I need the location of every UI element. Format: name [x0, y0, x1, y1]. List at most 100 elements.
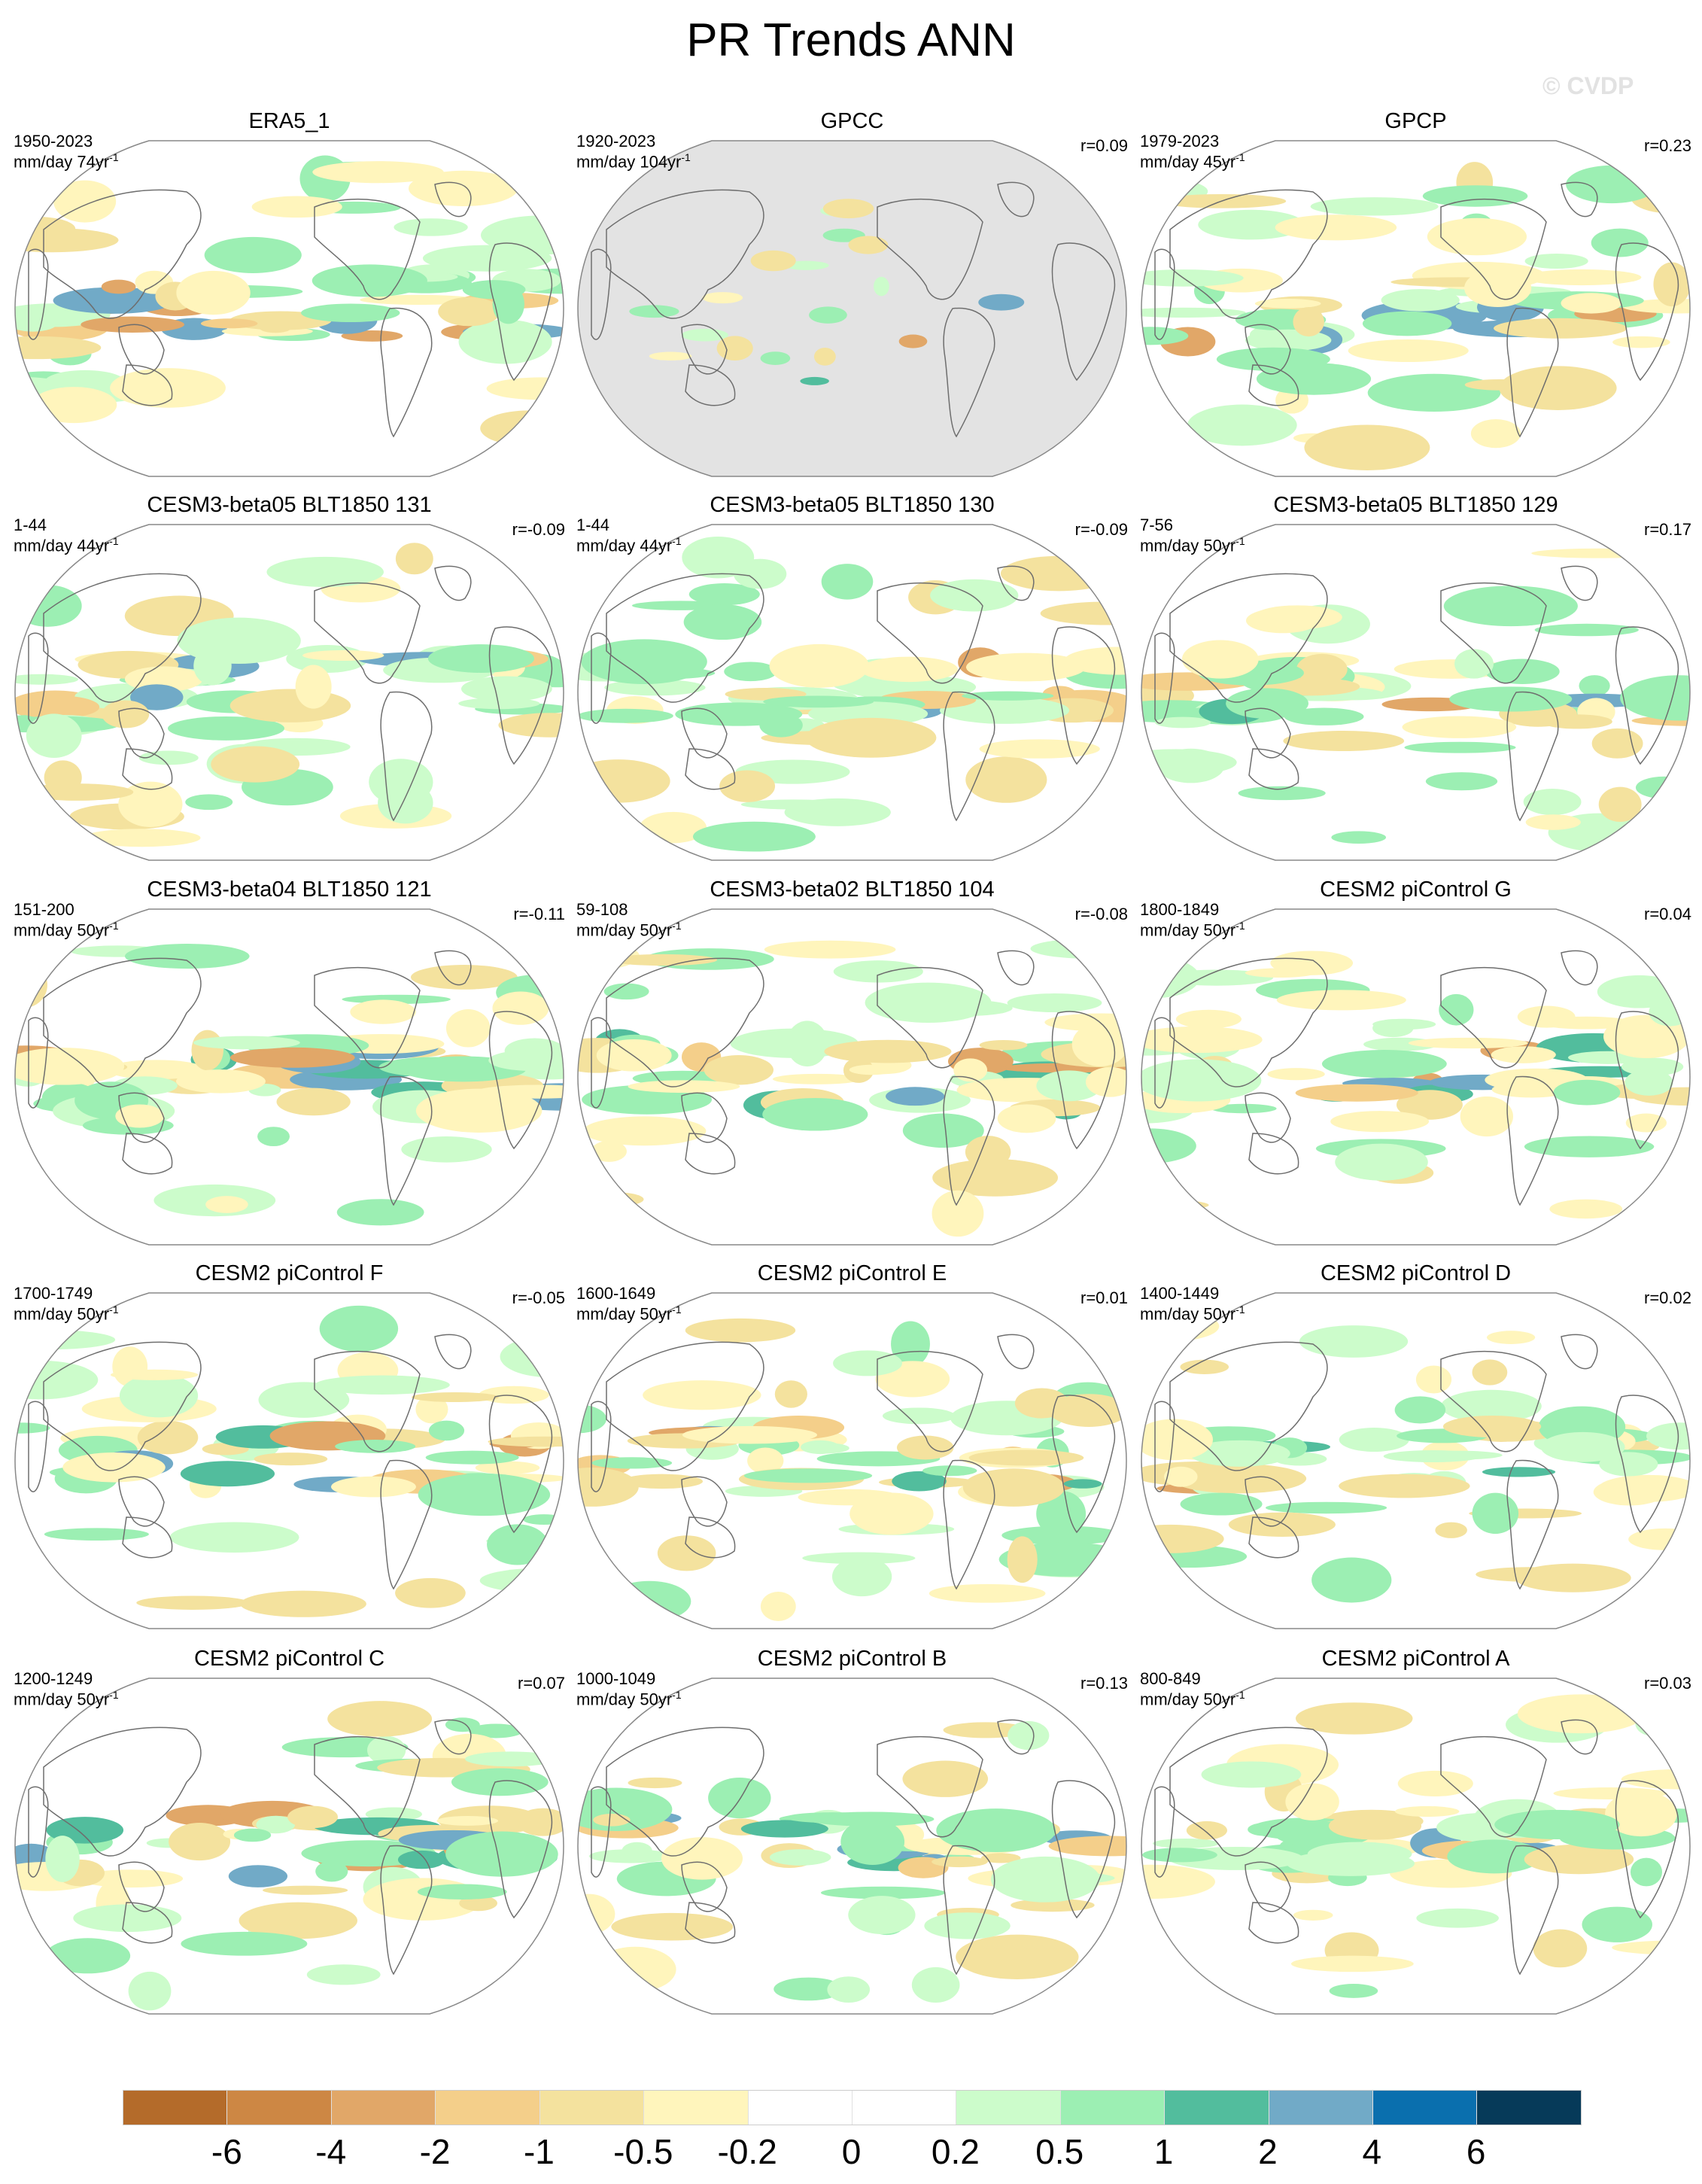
- negative-trend-region: [1328, 1811, 1422, 1840]
- positive-trend-region: [1635, 776, 1690, 799]
- positive-trend-region: [15, 1422, 50, 1434]
- positive-trend-region: [886, 1087, 945, 1106]
- positive-trend-region: [1299, 1325, 1409, 1358]
- coastline: [1169, 1726, 1328, 1857]
- positive-trend-region: [460, 676, 552, 702]
- negative-trend-region: [929, 1583, 1046, 1603]
- negative-trend-region: [83, 829, 201, 847]
- positive-trend-region: [228, 1865, 288, 1887]
- panel-period: 1979-2023: [1140, 132, 1220, 151]
- positive-trend-region: [1649, 998, 1690, 1027]
- negative-trend-region: [750, 250, 796, 272]
- panel-units: mm/day 50yr-1: [576, 1689, 682, 1709]
- coastline: [997, 950, 1035, 986]
- negative-trend-region: [295, 665, 332, 709]
- negative-trend-region: [611, 1912, 734, 1941]
- pattern-correlation: r=0.02: [1644, 1288, 1691, 1307]
- negative-trend-region: [1171, 1464, 1307, 1494]
- negative-trend-region: [1267, 1068, 1325, 1081]
- coastline: [1248, 1902, 1299, 1944]
- negative-trend-region: [1254, 299, 1321, 309]
- coastline: [118, 1861, 165, 1912]
- positive-trend-region: [1472, 1492, 1519, 1535]
- negative-trend-region: [953, 1058, 988, 1082]
- coastline: [1245, 324, 1291, 375]
- pattern-correlation: r=0.03: [1644, 1674, 1691, 1693]
- positive-trend-region: [425, 1450, 519, 1465]
- coastline: [606, 189, 764, 319]
- positive-trend-region: [1307, 1842, 1412, 1866]
- coastline: [1615, 1780, 1679, 1919]
- positive-trend-region: [1443, 586, 1578, 627]
- negative-trend-region: [239, 1902, 358, 1939]
- coastline: [1561, 1334, 1598, 1370]
- negative-trend-region: [962, 1468, 1065, 1507]
- negative-trend-region: [1082, 1839, 1126, 1851]
- negative-trend-region: [1293, 306, 1324, 337]
- coastline: [1154, 1017, 1175, 1109]
- coastline: [488, 1780, 553, 1919]
- coastline: [591, 632, 612, 724]
- coastline: [681, 324, 728, 375]
- colorbar-tick-label: 2: [1258, 2132, 1278, 2171]
- panel-title: CESM3-beta05 BLT1850 131: [147, 493, 432, 517]
- pattern-correlation: r=0.17: [1644, 520, 1691, 539]
- positive-trend-region: [773, 1977, 843, 2001]
- map-panel: GPCP 1979-2023 mm/day 45yr-1 r=0.23: [1140, 109, 1691, 485]
- units-exponent: -1: [1235, 1689, 1245, 1701]
- negative-trend-region: [1427, 217, 1527, 256]
- coastline: [1154, 1786, 1175, 1878]
- positive-trend-region: [827, 1976, 871, 2003]
- negative-trend-region: [1181, 640, 1259, 679]
- coastline: [1051, 1011, 1116, 1150]
- negative-trend-region: [968, 1449, 1084, 1466]
- positive-trend-region: [581, 639, 707, 685]
- positive-trend-region: [369, 759, 433, 805]
- coastline: [43, 189, 202, 319]
- map-outline: [1141, 1292, 1691, 1629]
- units-text: mm/day 50yr: [1140, 1690, 1236, 1709]
- negative-trend-region: [764, 940, 896, 959]
- positive-trend-region: [1331, 831, 1387, 844]
- panel-units: mm/day 50yr-1: [1140, 920, 1245, 940]
- positive-trend-region: [1620, 675, 1690, 721]
- colorbar: [123, 2090, 1582, 2125]
- robinson-map: [1141, 1678, 1691, 2015]
- positive-trend-region: [1063, 1479, 1102, 1489]
- positive-trend-region: [1335, 1143, 1428, 1181]
- positive-trend-region: [1582, 1906, 1652, 1942]
- negative-trend-region: [1472, 1359, 1508, 1386]
- map-panel: CESM3-beta05 BLT1850 130 1-44 mm/day 44yr-…: [576, 493, 1128, 869]
- positive-trend-region: [257, 1127, 290, 1147]
- positive-trend-region: [1238, 786, 1326, 801]
- positive-trend-region: [193, 646, 232, 686]
- panel-title: CESM3-beta05 BLT1850 129: [1273, 493, 1558, 517]
- positive-trend-region: [724, 662, 777, 682]
- positive-trend-region: [578, 708, 673, 723]
- negative-trend-region: [649, 351, 692, 360]
- panel-period: 1700-1749: [14, 1284, 93, 1303]
- units-text: mm/day 74yr: [14, 152, 110, 172]
- positive-trend-region: [1141, 1059, 1262, 1102]
- map-panel: CESM2 piControl A 800-849 mm/day 50yr-1 r=0…: [1140, 1647, 1691, 2023]
- positive-trend-region: [978, 294, 1025, 311]
- units-exponent: -1: [109, 1689, 119, 1701]
- map-outline: [14, 524, 564, 861]
- positive-trend-region: [1187, 404, 1297, 446]
- panel-units: mm/day 50yr-1: [14, 920, 119, 940]
- negative-trend-region: [15, 1048, 125, 1085]
- positive-trend-region: [336, 1199, 424, 1226]
- positive-trend-region: [128, 1971, 172, 2011]
- negative-trend-region: [1141, 1419, 1213, 1461]
- coastline: [1440, 1735, 1547, 1838]
- robinson-map: [14, 1678, 564, 2015]
- positive-trend-region: [763, 695, 874, 708]
- negative-trend-region: [1597, 1474, 1690, 1502]
- colorbar-box: [748, 2091, 853, 2125]
- positive-trend-region: [1454, 649, 1494, 679]
- positive-trend-region: [911, 1967, 960, 2003]
- negative-trend-region: [205, 1196, 248, 1213]
- negative-trend-region: [15, 336, 102, 360]
- pattern-correlation: r=0.07: [518, 1674, 565, 1693]
- positive-trend-region: [820, 1886, 946, 1900]
